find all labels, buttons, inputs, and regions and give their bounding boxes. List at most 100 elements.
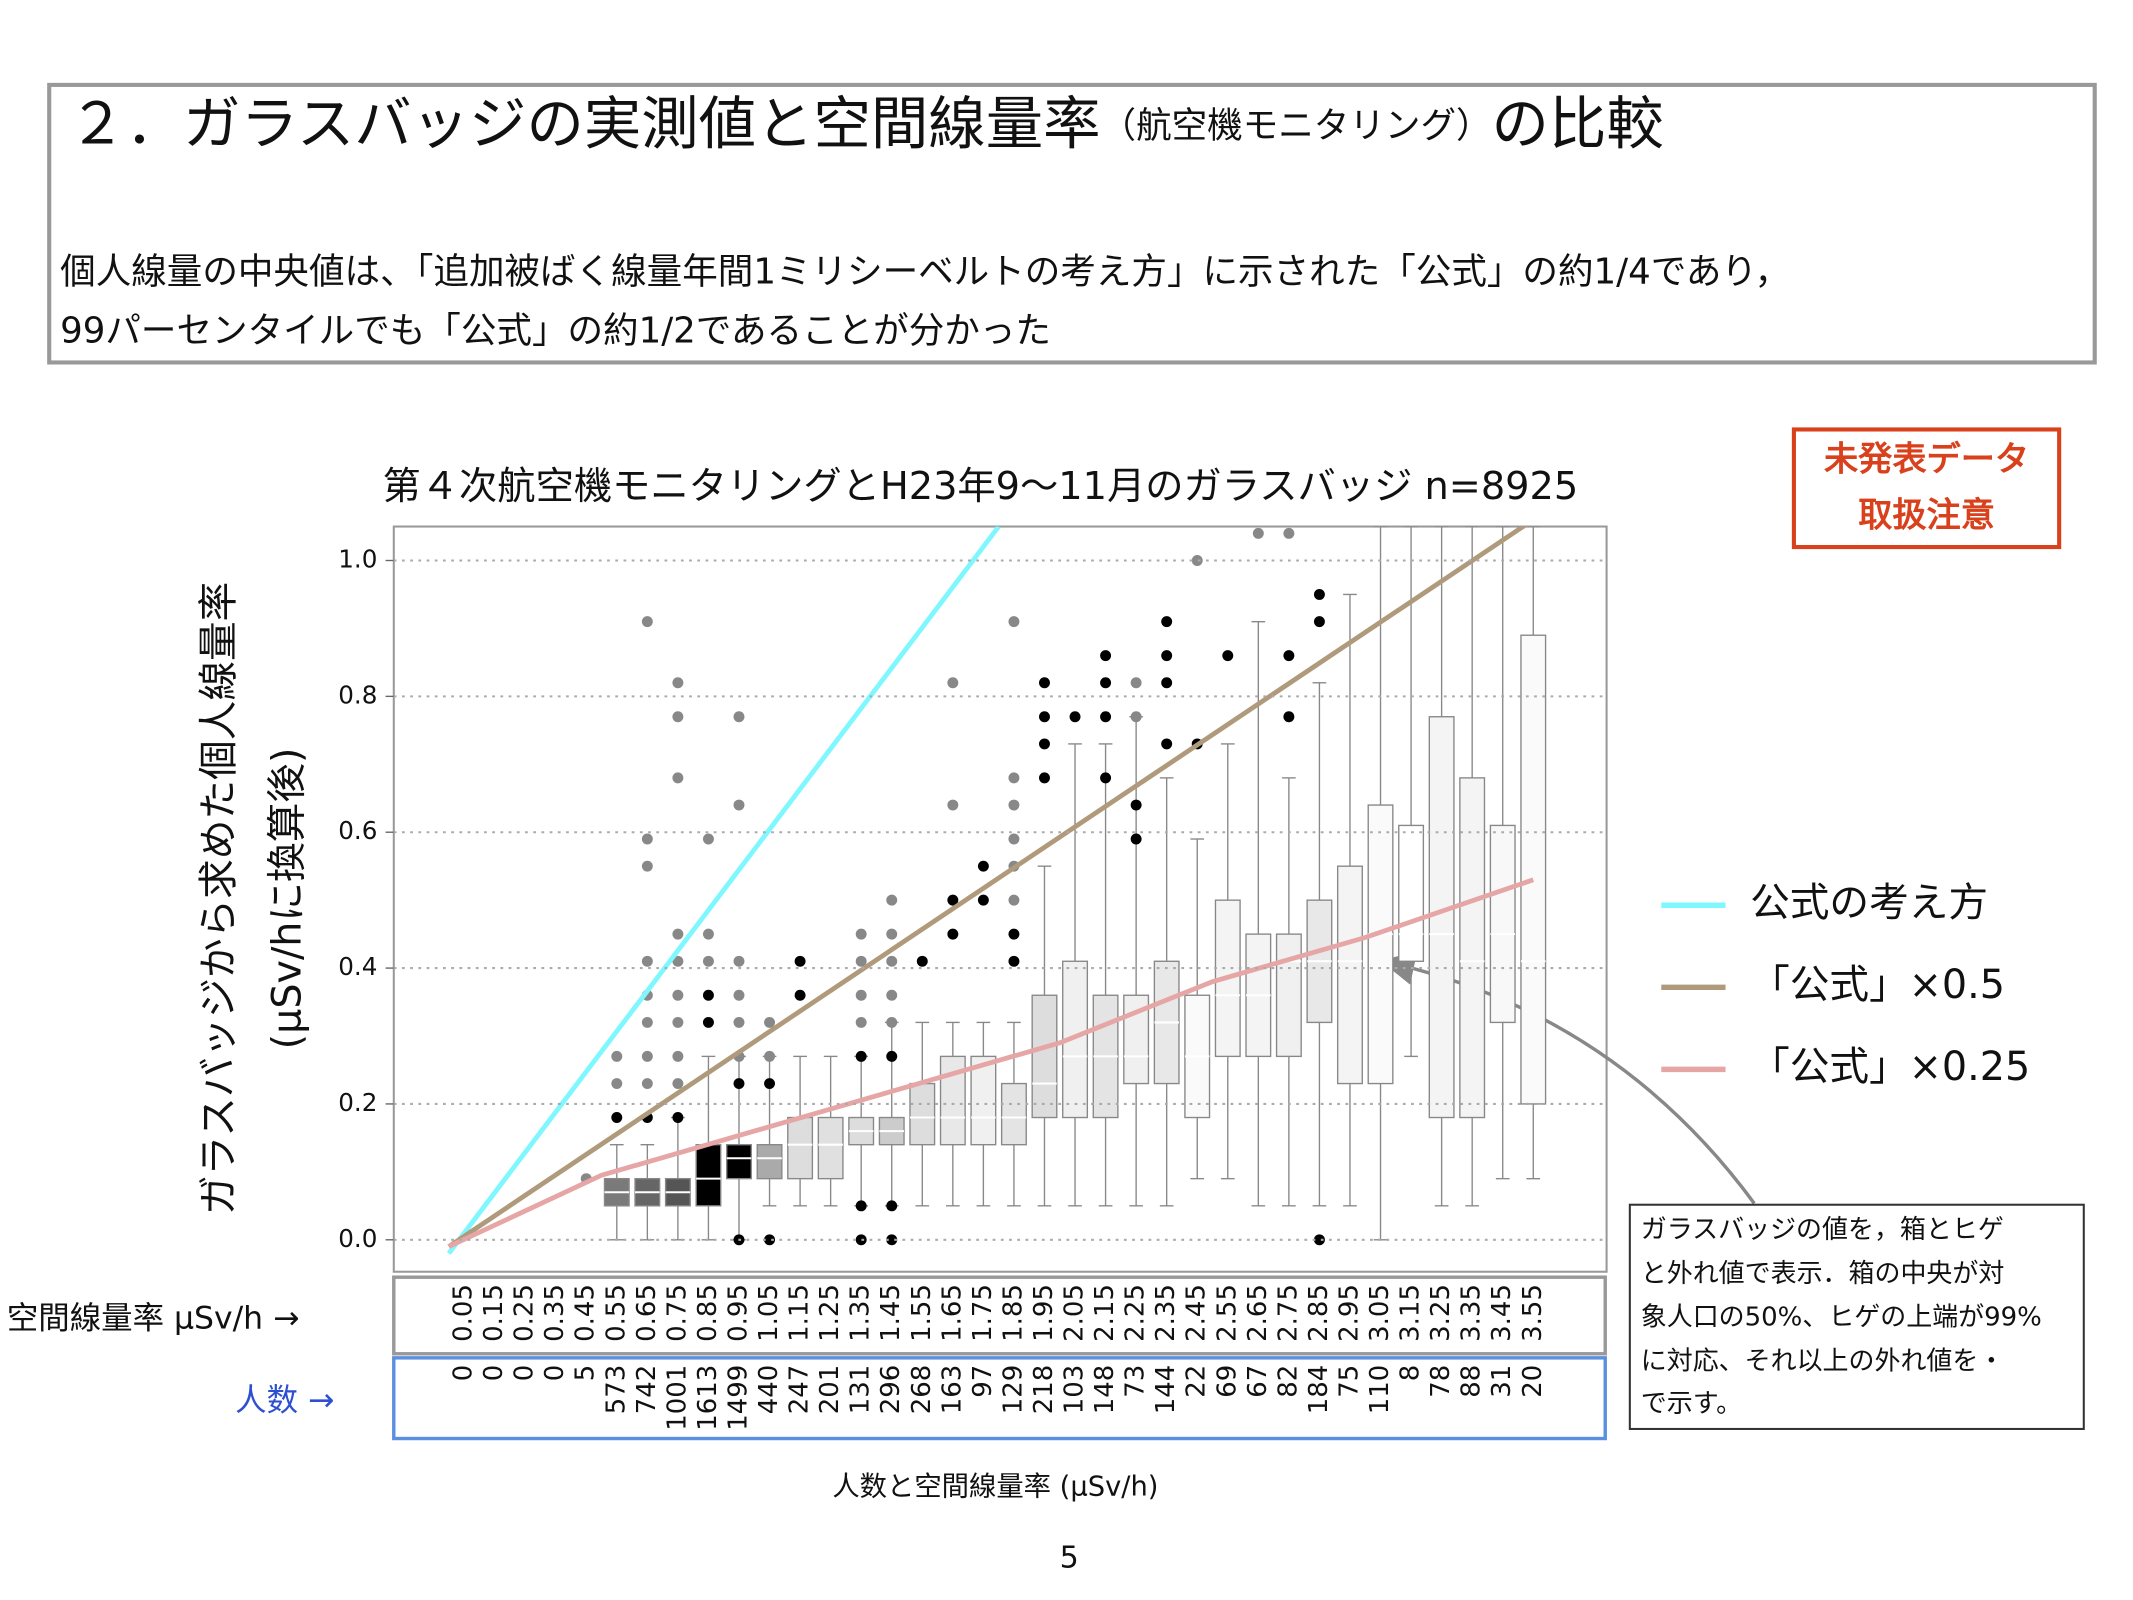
x-tick-label: 2.15 (1090, 1284, 1120, 1342)
outlier (733, 989, 745, 1001)
y-tick-label: 0.0 (338, 1224, 377, 1253)
outlier-dark (1313, 1234, 1325, 1246)
outlier (702, 833, 714, 845)
outlier-dark (1039, 711, 1050, 723)
x-tick-label: 3.05 (1365, 1284, 1395, 1342)
box (1428, 716, 1455, 1119)
outlier (702, 955, 714, 967)
outlier (733, 1016, 745, 1028)
outlier-dark (1100, 772, 1112, 784)
box (1336, 865, 1363, 1085)
outlier-dark (1283, 711, 1295, 723)
box (1398, 824, 1425, 962)
title-sub: （航空機モニタリング） (1101, 105, 1492, 146)
outlier (1283, 527, 1295, 539)
outlier-dark (1161, 650, 1173, 662)
count-label: 0 (479, 1365, 509, 1382)
box (970, 1055, 997, 1146)
outlier-dark (886, 1050, 898, 1062)
y-tick-label: 0.4 (338, 952, 377, 981)
x-tick-label: 2.55 (1212, 1284, 1242, 1342)
note-line: と外れ値で表示．箱の中央が対 (1641, 1259, 2005, 1289)
box (909, 1082, 936, 1146)
outlier (672, 1050, 684, 1062)
outlier-dark (794, 955, 806, 967)
x-tick-label: 2.65 (1243, 1284, 1273, 1342)
outlier (733, 799, 745, 811)
x-tick-label: 1.35 (846, 1284, 876, 1342)
x-tick-label: 3.35 (1457, 1284, 1487, 1342)
count-label: 742 (632, 1365, 662, 1415)
outlier (1008, 616, 1020, 628)
outlier (672, 989, 684, 1001)
outlier-dark (1130, 799, 1142, 811)
outlier-dark (886, 1234, 898, 1246)
count-label: 218 (1029, 1365, 1059, 1415)
count-label: 69 (1212, 1365, 1242, 1398)
x-tick-label: 3.55 (1518, 1284, 1548, 1342)
outlier-dark (947, 928, 959, 940)
x-tick-label: 3.15 (1396, 1284, 1426, 1342)
outlier-dark (886, 1200, 898, 1212)
outlier (1130, 711, 1142, 723)
outlier (672, 711, 684, 723)
slide-title: ２．ガラスバッジの実測値と空間線量率（航空機モニタリング）の比較 (68, 90, 1663, 157)
y-axis-label: ガラスバッジから求めた個人線量率 (196, 582, 242, 1215)
outlier (672, 1078, 684, 1090)
y-tick-label: 1.0 (338, 545, 377, 574)
outlier-dark (672, 1112, 684, 1123)
count-label: 1499 (723, 1365, 753, 1431)
outlier (672, 955, 684, 967)
plot-content (446, 526, 1547, 1255)
stamp-box (1791, 427, 2062, 550)
row-label: 人数 → (235, 1383, 334, 1419)
outlier-dark (1008, 928, 1020, 940)
outlier (886, 989, 898, 1001)
outlier (672, 928, 684, 940)
x-tick-label: 2.45 (1182, 1284, 1212, 1342)
outlier-dark (1100, 711, 1112, 723)
x-axis-label: 人数と空間線量率 (μSv/h) (832, 1471, 1158, 1502)
y-tick-label: 0.6 (338, 816, 377, 845)
x-tick-label: 2.35 (1151, 1284, 1181, 1342)
count-label: 573 (601, 1365, 631, 1415)
count-label: 97 (968, 1365, 998, 1398)
page-number: 5 (1060, 1540, 1079, 1575)
title-end: の比較 (1492, 90, 1664, 157)
x-tick-label: 1.45 (876, 1284, 906, 1342)
outlier-dark (916, 955, 928, 967)
outlier (886, 928, 898, 940)
count-label: 67 (1243, 1365, 1273, 1398)
x-tick-label: 2.25 (1121, 1284, 1151, 1342)
outlier-dark (1039, 677, 1050, 689)
outlier-dark (1039, 738, 1050, 750)
outlier-dark (1161, 616, 1173, 628)
title-main: ２．ガラスバッジの実測値と空間線量率 (68, 90, 1100, 157)
outlier-dark (855, 1234, 867, 1246)
count-label: 5 (571, 1365, 601, 1382)
box (1367, 804, 1394, 1085)
box (1275, 933, 1302, 1058)
x-tick-label: 0.05 (449, 1284, 479, 1342)
outlier-dark (794, 989, 806, 1001)
header-box (47, 82, 2097, 365)
count-label: 440 (754, 1365, 784, 1415)
note-line: で示す。 (1641, 1389, 1742, 1419)
outlier (886, 1016, 898, 1028)
outlier-dark (977, 894, 989, 906)
box (1520, 634, 1547, 1105)
outlier-dark (611, 1112, 623, 1123)
outlier (641, 1050, 653, 1062)
box (695, 1144, 722, 1207)
x-tick-label: 1.65 (937, 1284, 967, 1342)
stamp-text: 未発表データ (1824, 439, 2029, 479)
outlier (947, 799, 959, 811)
x-tick-label: 2.75 (1273, 1284, 1303, 1342)
outlier (855, 955, 867, 967)
count-label: 0 (510, 1365, 540, 1382)
outlier (641, 955, 653, 967)
outlier (1008, 772, 1020, 784)
body-line: 個人線量の中央値は、「追加被ばく線量年間1ミリシーベルトの考え方」に示された「公… (60, 252, 1790, 293)
x-tick-label: 2.95 (1334, 1284, 1364, 1342)
count-label: 1001 (662, 1365, 692, 1431)
